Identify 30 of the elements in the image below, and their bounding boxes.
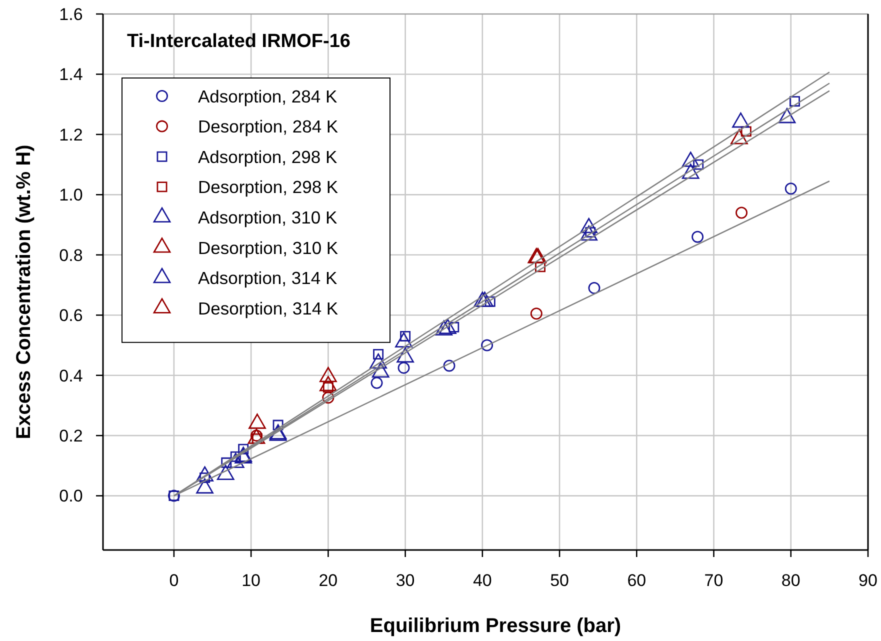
x-tick-label: 70 [704, 571, 724, 590]
y-axis-title: Excess Concentration (wt.% H) [13, 144, 35, 440]
x-tick-label: 0 [169, 571, 179, 590]
y-tick-label: 1.2 [59, 125, 83, 144]
x-tick-label: 20 [318, 571, 338, 590]
y-tick-label: 1.4 [59, 65, 83, 84]
x-tick-label: 90 [858, 571, 878, 590]
x-tick-label: 60 [627, 571, 646, 590]
x-tick-label: 40 [472, 571, 492, 590]
y-tick-label: 1.6 [59, 4, 83, 24]
y-tick-label: 0.2 [59, 426, 83, 446]
y-tick-label: 1.0 [59, 186, 83, 205]
legend-label: Adsorption, 298 K [198, 146, 338, 167]
legend-label: Desorption, 310 K [198, 238, 338, 258]
text: Ti-Intercalated IRMOF-16 [127, 31, 350, 52]
legend-label: Desorption, 314 K [198, 298, 338, 318]
x-tick-label: 80 [781, 571, 800, 590]
x-axis-title: Equilibrium Pressure (bar) [370, 615, 622, 637]
x-tick-label: 50 [550, 571, 569, 590]
y-tick-label: 0.4 [59, 366, 83, 386]
legend-label: Adsorption, 310 K [198, 208, 338, 228]
x-tick-label: 30 [396, 571, 415, 590]
y-tick-label: 0.6 [59, 306, 83, 326]
legend-label: Adsorption, 314 K [198, 268, 338, 288]
legend-label: Desorption, 298 K [198, 177, 338, 198]
y-tick-label: 0.0 [59, 486, 83, 506]
legend-label: Desorption, 284 K [198, 116, 338, 137]
x-tick-label: 10 [242, 571, 261, 590]
y-tick-label: 0.8 [59, 246, 83, 265]
legend-label: Adsorption, 284 K [198, 86, 338, 106]
